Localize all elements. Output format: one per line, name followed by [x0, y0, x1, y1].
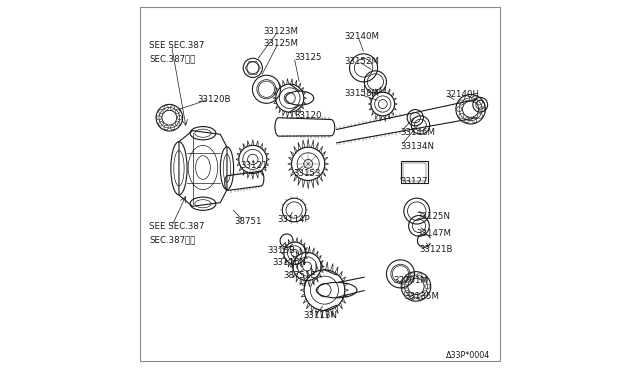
Text: 33147M: 33147M: [417, 229, 452, 238]
Text: 33153: 33153: [293, 169, 321, 177]
Text: 33152M: 33152M: [344, 57, 379, 66]
Text: 3313B: 3313B: [268, 246, 296, 255]
Text: 33125: 33125: [294, 53, 322, 62]
Text: 33121B: 33121B: [420, 245, 453, 254]
Text: 32701M: 32701M: [393, 276, 428, 285]
Text: 33125N: 33125N: [417, 212, 451, 221]
Text: 38751E: 38751E: [283, 271, 316, 280]
Bar: [401, 161, 428, 183]
Text: 33114P: 33114P: [278, 215, 310, 224]
Text: SEC.387参照: SEC.387参照: [149, 54, 196, 63]
Text: 33113N: 33113N: [303, 311, 337, 320]
Text: 33120: 33120: [294, 111, 322, 121]
Text: 33123M: 33123M: [264, 27, 299, 36]
Text: 33135M: 33135M: [404, 292, 439, 301]
Text: 33120B: 33120B: [197, 95, 231, 104]
Text: 33121: 33121: [241, 161, 268, 170]
Text: 32140H: 32140H: [445, 90, 479, 99]
Text: SEE SEC.387: SEE SEC.387: [149, 41, 205, 50]
Text: 32140M: 32140M: [344, 32, 379, 41]
Bar: [403, 163, 426, 181]
Polygon shape: [179, 131, 227, 206]
Text: 33146M: 33146M: [401, 128, 435, 137]
Text: SEC.387参照: SEC.387参照: [149, 235, 196, 244]
Text: 33125M: 33125M: [264, 39, 299, 48]
Text: 33134N: 33134N: [401, 142, 435, 151]
Text: 38751: 38751: [234, 217, 262, 225]
Text: 33127: 33127: [401, 177, 428, 186]
Text: SEE SEC.387: SEE SEC.387: [149, 222, 205, 231]
Text: 33158M: 33158M: [344, 89, 379, 98]
Text: 33116N: 33116N: [273, 258, 307, 267]
Text: Δ33P*0004: Δ33P*0004: [445, 350, 490, 360]
